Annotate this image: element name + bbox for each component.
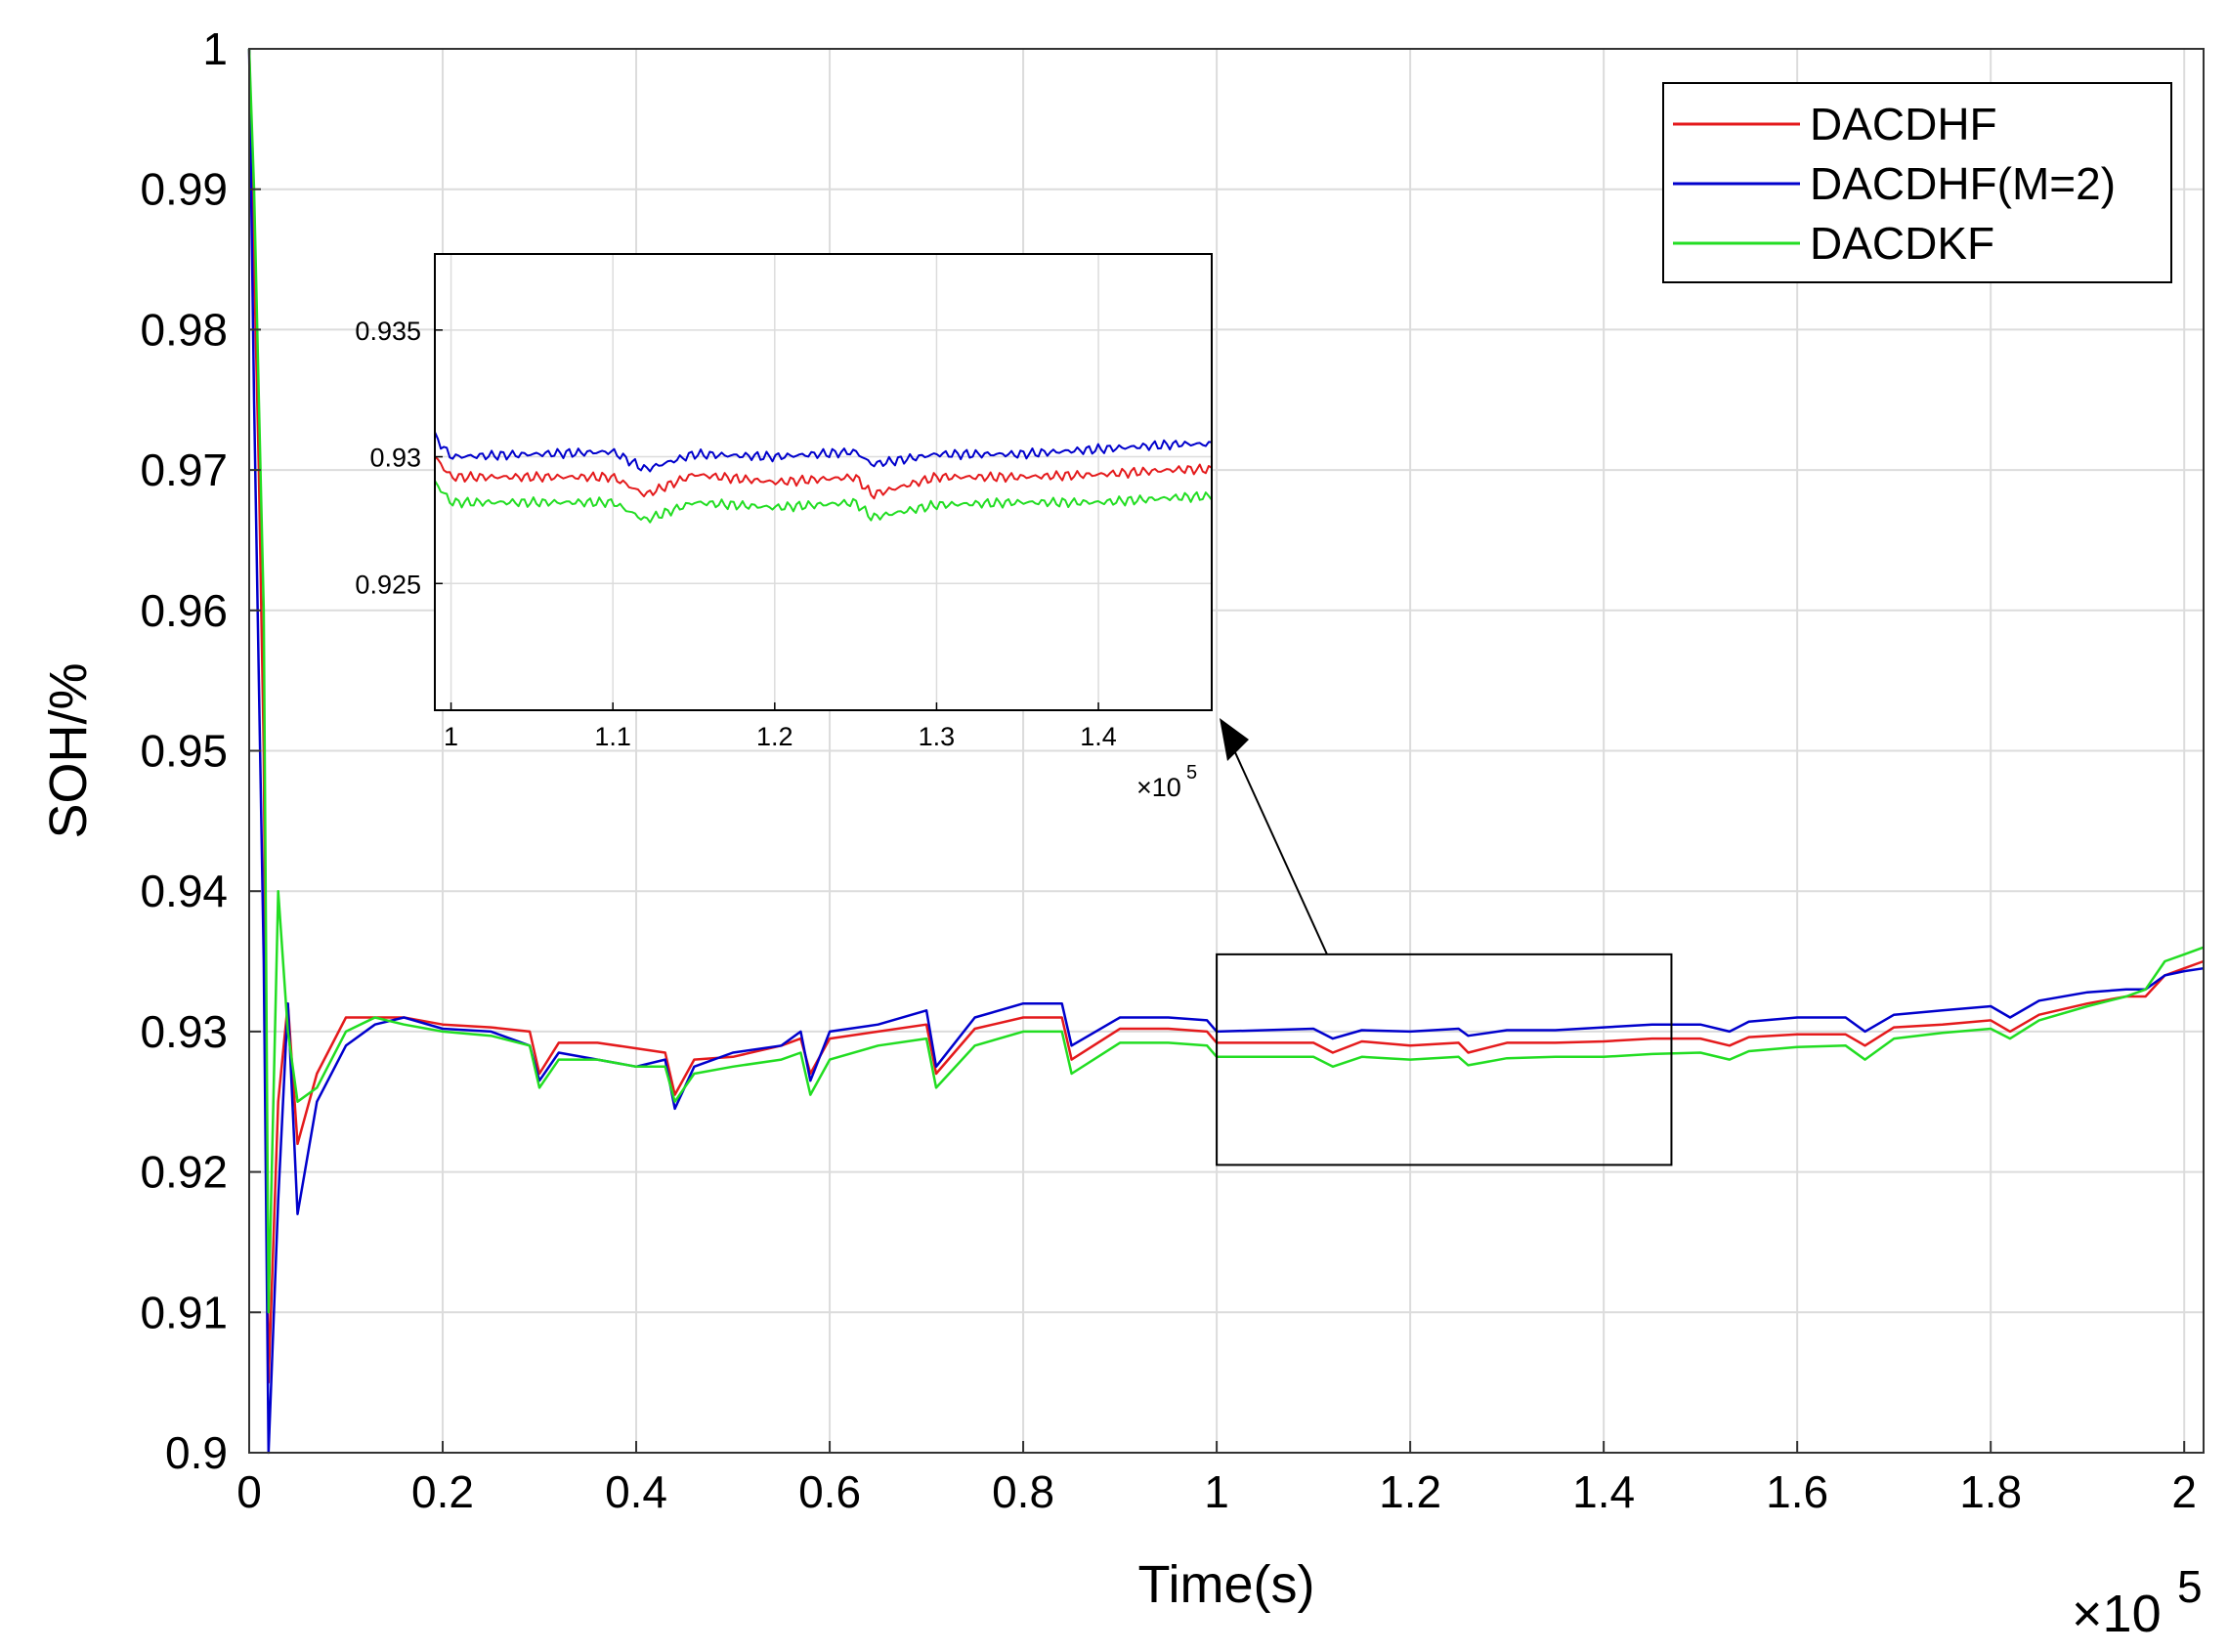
inset-series-line-2 <box>434 480 1213 524</box>
inset-axes: 1 1.1 1.2 1.3 1.4 0.925 0.93 0.935 ×10 5 <box>355 253 1213 802</box>
inset-x-tick-label-4: 1.4 <box>1080 722 1117 751</box>
x-tick-label-7: 1.4 <box>1572 1466 1635 1517</box>
x-tick-label-6: 1.2 <box>1379 1466 1441 1517</box>
series-line-2 <box>247 48 2205 1314</box>
inset-y-tick-label-2: 0.935 <box>355 317 421 346</box>
y-tick-label-3: 0.93 <box>140 1006 228 1057</box>
inset-background <box>435 254 1212 710</box>
y-tick-label-9: 0.99 <box>140 164 228 215</box>
inset-series-line-1 <box>434 431 1213 473</box>
y-tick-label-6: 0.96 <box>140 585 228 636</box>
inset-plot-lines <box>434 431 1213 524</box>
inset-x-tick-label-1: 1.1 <box>594 722 631 751</box>
x-exponent-base: ×10 <box>2072 1585 2162 1643</box>
y-tick-label-8: 0.98 <box>140 304 228 355</box>
main-plot-lines <box>247 48 2205 1455</box>
main-tick-labels: 0 0.2 0.4 0.6 0.8 1 1.2 1.4 1.6 1.8 2 0.9 0.91 0.92 0.… <box>140 23 2197 1517</box>
zoom-arrow-line <box>1228 739 1328 955</box>
zoom-arrow-head <box>1220 718 1249 761</box>
legend: DACDHF DACDHF(M=2) DACDKF <box>1662 82 2172 283</box>
x-tick-label-1: 0.2 <box>411 1466 474 1517</box>
x-tick-label-10: 2 <box>2171 1466 2197 1517</box>
inset-y-tick-label-0: 0.925 <box>355 570 421 599</box>
series-line-1 <box>247 48 2205 1455</box>
zoom-region-box <box>1216 953 1673 1166</box>
x-tick-label-2: 0.4 <box>605 1466 667 1517</box>
inset-x-tick-label-3: 1.3 <box>919 722 956 751</box>
x-tick-label-4: 0.8 <box>992 1466 1054 1517</box>
inset-x-exponent: ×10 5 <box>1136 762 1197 802</box>
x-axis-exponent: ×10 5 <box>2072 1561 2203 1643</box>
zoom-arrow <box>1220 718 1328 955</box>
y-tick-label-4: 0.94 <box>140 866 228 916</box>
legend-label-0: DACDHF <box>1810 99 1997 149</box>
y-axis-label: SOH/% <box>39 662 98 838</box>
x-tick-label-3: 0.6 <box>798 1466 861 1517</box>
inset-x-tick-label-2: 1.2 <box>756 722 793 751</box>
y-tick-label-5: 0.95 <box>140 726 228 777</box>
inset-frame <box>434 253 1213 711</box>
inset-x-tick-label-0: 1 <box>444 722 458 751</box>
inset-tick-labels: 1 1.1 1.2 1.3 1.4 0.925 0.93 0.935 <box>355 317 1116 751</box>
x-tick-label-5: 1 <box>1204 1466 1229 1517</box>
inset-exponent-power: 5 <box>1186 762 1197 784</box>
x-tick-label-9: 1.8 <box>1959 1466 2022 1517</box>
inset-y-tick-label-1: 0.93 <box>369 444 421 473</box>
x-exponent-power: 5 <box>2177 1561 2203 1612</box>
inset-series-line-0 <box>434 455 1213 500</box>
y-tick-label-7: 0.97 <box>140 445 228 495</box>
y-tick-label-10: 1 <box>202 23 228 74</box>
x-tick-label-0: 0 <box>236 1466 262 1517</box>
legend-label-2: DACDKF <box>1810 218 1994 269</box>
legend-label-1: DACDHF(M=2) <box>1810 158 2116 209</box>
y-tick-label-0: 0.9 <box>165 1427 228 1478</box>
y-tick-label-1: 0.91 <box>140 1287 228 1337</box>
x-axis-label: Time(s) <box>1138 1555 1315 1614</box>
y-tick-label-2: 0.92 <box>140 1147 228 1198</box>
inset-exponent-base: ×10 <box>1136 773 1181 802</box>
inset-grid <box>435 254 1212 710</box>
x-tick-label-8: 1.6 <box>1766 1466 1828 1517</box>
